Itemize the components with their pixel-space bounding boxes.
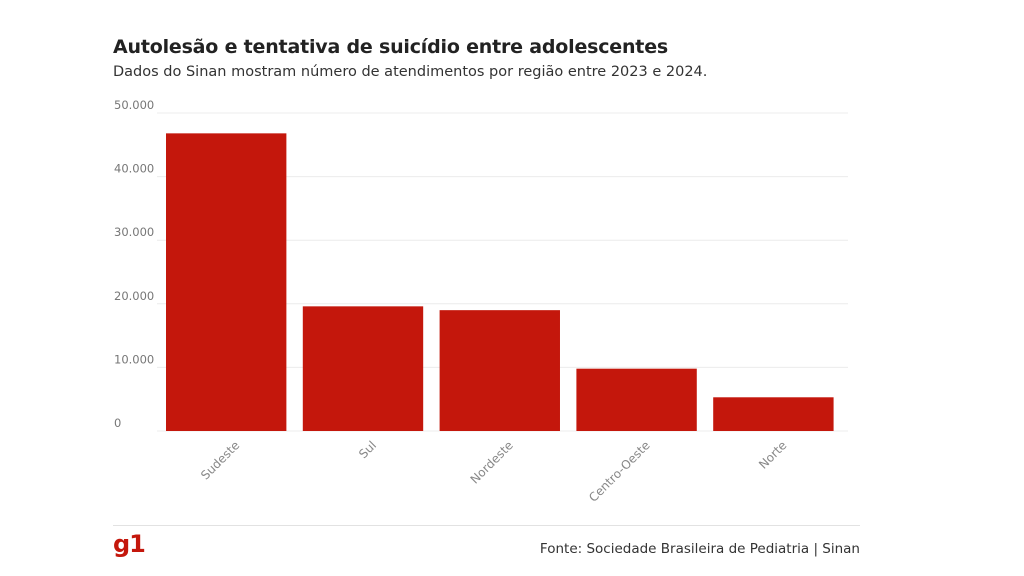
chart-title: Autolesão e tentativa de suicídio entre … [113, 36, 668, 58]
y-tick-label: 20.000 [114, 289, 154, 303]
bar-norte [713, 397, 834, 431]
x-tick-label: Norte [756, 438, 789, 471]
y-tick-label: 10.000 [114, 352, 154, 366]
bar-sul [302, 306, 424, 431]
source-note: Fonte: Sociedade Brasileira de Pediatria… [539, 541, 860, 557]
y-tick-label: 40.000 [114, 162, 154, 176]
bar-nordeste [439, 310, 560, 431]
x-tick-label: Nordeste [468, 438, 516, 486]
x-tick-label: Sudeste [198, 438, 242, 482]
y-tick-label: 0 [114, 416, 121, 430]
x-axis-labels: Sudeste Sul Nordeste Centro-Oeste Norte [198, 438, 789, 505]
bar-centro-oeste [576, 368, 697, 431]
y-tick-label: 30.000 [114, 225, 154, 239]
x-tick-label: Centro-Oeste [586, 438, 653, 505]
bar-sudeste [166, 133, 287, 432]
x-tick-label: Sul [356, 438, 379, 461]
g1-logo: g1 [113, 530, 146, 558]
chart-subtitle: Dados do Sinan mostram número de atendim… [113, 64, 708, 80]
bars [166, 133, 834, 432]
footer-divider [113, 525, 860, 526]
y-tick-label: 50.000 [114, 98, 154, 112]
